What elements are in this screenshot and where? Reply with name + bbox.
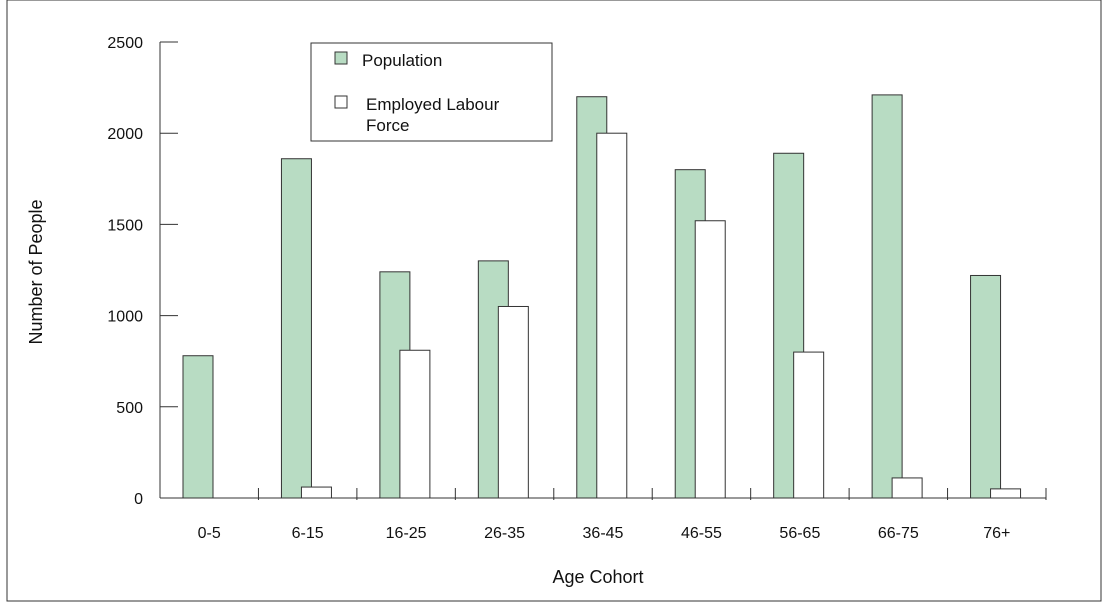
bar-population-56-65 xyxy=(773,152,805,499)
x-tick-label: 16-25 xyxy=(386,525,427,542)
y-tick-label: 1500 xyxy=(107,217,143,234)
x-tick-label: 46-55 xyxy=(681,525,722,542)
legend-label-employed-labour-force-line2: Force xyxy=(366,116,409,135)
legend-box xyxy=(310,42,553,142)
bars-layer xyxy=(182,94,1022,499)
y-axis: 0 500 1000 1500 2000 2500 xyxy=(107,35,178,508)
bar-population-0-5 xyxy=(182,355,214,499)
legend: Population Employed Labour Force xyxy=(310,42,553,142)
x-tick-label: 6-15 xyxy=(292,525,324,542)
x-tick-label: 26-35 xyxy=(484,525,525,542)
bar-employed-labour-force-26-35 xyxy=(497,305,529,499)
bar-employed-labour-force-16-25 xyxy=(399,349,431,499)
bar-population-66-75 xyxy=(871,94,903,499)
y-tick-label: 2000 xyxy=(107,126,143,143)
legend-swatch-employed-labour-force xyxy=(334,95,348,109)
x-tick-label: 56-65 xyxy=(779,525,820,542)
bar-population-76+ xyxy=(970,274,1002,499)
x-tick-label: 66-75 xyxy=(878,525,919,542)
y-tick-label: 1000 xyxy=(107,309,143,326)
bar-population-6-15 xyxy=(280,158,312,499)
bar-employed-labour-force-36-45 xyxy=(596,132,628,499)
bar-employed-labour-force-6-15 xyxy=(300,486,332,499)
bar-employed-labour-force-56-65 xyxy=(793,351,825,499)
x-tick-label: 0-5 xyxy=(198,525,221,542)
bar-employed-labour-force-66-75 xyxy=(891,477,923,499)
y-tick-label: 2500 xyxy=(107,35,143,52)
y-axis-title: Number of People xyxy=(26,199,46,344)
chart-frame xyxy=(6,0,1102,602)
legend-swatch-population xyxy=(334,51,348,65)
y-tick-label: 0 xyxy=(134,491,143,508)
y-tick-label: 500 xyxy=(116,400,143,417)
bar-employed-labour-force-46-55 xyxy=(694,220,726,499)
x-axis-title: Age Cohort xyxy=(552,567,643,587)
bar-employed-labour-force-76+ xyxy=(990,488,1022,499)
legend-label-employed-labour-force-line1: Employed Labour xyxy=(366,95,500,114)
x-tick-label: 76+ xyxy=(983,525,1010,542)
legend-label-population: Population xyxy=(362,51,442,70)
x-tick-label: 36-45 xyxy=(583,525,624,542)
